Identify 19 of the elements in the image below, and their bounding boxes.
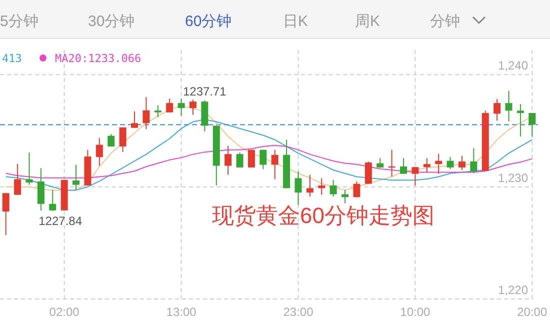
text: 60分钟 [185, 13, 232, 30]
text: 413 [2, 52, 22, 65]
text: 5分钟 [0, 13, 38, 30]
x-tick-label: 20:00 [517, 305, 548, 319]
legend-label: MA20:1233.066 [55, 52, 142, 65]
text: 分钟 [430, 13, 460, 30]
annotation: 1237.71 [182, 84, 227, 98]
y-tick-label: 1,240 [498, 58, 528, 73]
y-tick-label: 1,220 [498, 283, 528, 297]
y-tick-label: 1,230 [498, 170, 528, 185]
annotation: 1227.84 [38, 214, 82, 228]
x-tick-label: 23:00 [283, 305, 314, 319]
text: 现货黄金60分钟走势图 [212, 203, 434, 228]
x-tick-label: 10:00 [400, 305, 431, 319]
text: 周K [355, 13, 380, 30]
x-tick-label: 02:00 [49, 305, 80, 319]
text: 日K [283, 13, 308, 30]
text: 30分钟 [88, 13, 135, 30]
x-tick-label: 13:00 [166, 305, 197, 319]
